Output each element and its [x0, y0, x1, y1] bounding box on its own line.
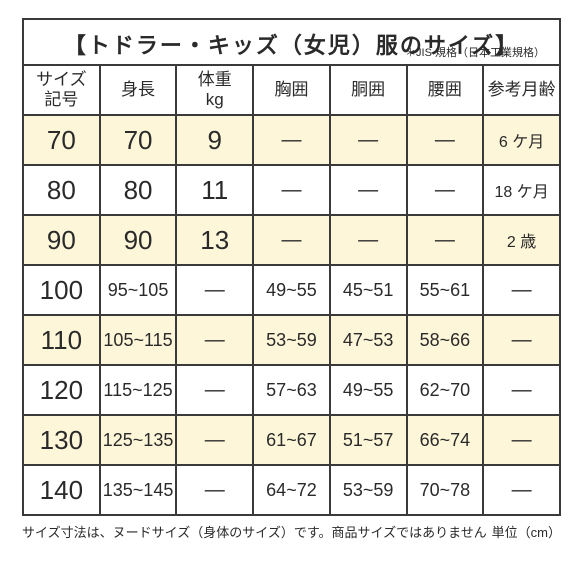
- cell-hip: 62~70: [407, 365, 484, 415]
- cell-age: 18 ケ月: [483, 165, 560, 215]
- footer: サイズ寸法は、ヌードサイズ（身体のサイズ）です。商品サイズではありません 単位（…: [22, 522, 561, 541]
- table-subtitle: ＊JIS 規格（日本工業規格）: [405, 44, 545, 60]
- cell-waist: 45~51: [330, 265, 407, 315]
- cell-chest: —: [253, 165, 330, 215]
- cell-age: 2 歳: [483, 215, 560, 265]
- cell-height: 95~105: [100, 265, 177, 315]
- header-row: サイズ 記号 身長 体重 kg 胸囲 胴囲 腰囲 参考月齢: [23, 65, 560, 115]
- cell-weight: —: [176, 265, 253, 315]
- cell-waist: —: [330, 215, 407, 265]
- cell-size: 130: [23, 415, 100, 465]
- cell-hip: —: [407, 165, 484, 215]
- table-row: 110105~115—53~5947~5358~66—: [23, 315, 560, 365]
- table-row: 10095~105—49~5545~5155~61—: [23, 265, 560, 315]
- table-row: 120115~125—57~6349~5562~70—: [23, 365, 560, 415]
- header-height: 身長: [100, 65, 177, 115]
- cell-height: 125~135: [100, 415, 177, 465]
- cell-height: 135~145: [100, 465, 177, 515]
- size-chart-table: サイズ 記号 身長 体重 kg 胸囲 胴囲 腰囲 参考月齢 70709———6 …: [22, 64, 561, 516]
- table-row: 70709———6 ケ月: [23, 115, 560, 165]
- header-chest: 胸囲: [253, 65, 330, 115]
- cell-chest: 49~55: [253, 265, 330, 315]
- cell-size: 110: [23, 315, 100, 365]
- footer-note: サイズ寸法は、ヌードサイズ（身体のサイズ）です。商品サイズではありません: [22, 522, 487, 541]
- cell-waist: 51~57: [330, 415, 407, 465]
- cell-chest: —: [253, 115, 330, 165]
- cell-height: 70: [100, 115, 177, 165]
- cell-chest: 64~72: [253, 465, 330, 515]
- header-age: 参考月齢: [483, 65, 560, 115]
- cell-chest: 53~59: [253, 315, 330, 365]
- cell-waist: —: [330, 165, 407, 215]
- cell-waist: 49~55: [330, 365, 407, 415]
- footer-unit: 単位（cm）: [492, 522, 561, 541]
- cell-waist: —: [330, 115, 407, 165]
- cell-weight: 9: [176, 115, 253, 165]
- cell-height: 115~125: [100, 365, 177, 415]
- header-hip: 腰囲: [407, 65, 484, 115]
- title-row: 【トドラー・キッズ（女児）服のサイズ】 ＊JIS 規格（日本工業規格）: [22, 18, 561, 64]
- table-row: 909013———2 歳: [23, 215, 560, 265]
- cell-chest: 61~67: [253, 415, 330, 465]
- header-waist: 胴囲: [330, 65, 407, 115]
- cell-hip: 66~74: [407, 415, 484, 465]
- cell-chest: —: [253, 215, 330, 265]
- cell-size: 100: [23, 265, 100, 315]
- cell-waist: 53~59: [330, 465, 407, 515]
- cell-weight: —: [176, 415, 253, 465]
- cell-height: 80: [100, 165, 177, 215]
- cell-size: 80: [23, 165, 100, 215]
- cell-hip: —: [407, 115, 484, 165]
- cell-size: 90: [23, 215, 100, 265]
- cell-age: —: [483, 415, 560, 465]
- cell-hip: —: [407, 215, 484, 265]
- table-row: 808011———18 ケ月: [23, 165, 560, 215]
- header-size: サイズ 記号: [23, 65, 100, 115]
- cell-age: —: [483, 465, 560, 515]
- cell-waist: 47~53: [330, 315, 407, 365]
- cell-age: 6 ケ月: [483, 115, 560, 165]
- cell-height: 90: [100, 215, 177, 265]
- cell-hip: 55~61: [407, 265, 484, 315]
- header-weight: 体重 kg: [176, 65, 253, 115]
- cell-size: 120: [23, 365, 100, 415]
- cell-weight: 13: [176, 215, 253, 265]
- cell-hip: 70~78: [407, 465, 484, 515]
- cell-weight: —: [176, 365, 253, 415]
- cell-size: 70: [23, 115, 100, 165]
- table-body: 70709———6 ケ月808011———18 ケ月909013———2 歳10…: [23, 115, 560, 515]
- cell-weight: —: [176, 465, 253, 515]
- table-row: 140135~145—64~7253~5970~78—: [23, 465, 560, 515]
- cell-size: 140: [23, 465, 100, 515]
- cell-hip: 58~66: [407, 315, 484, 365]
- cell-age: —: [483, 315, 560, 365]
- cell-age: —: [483, 265, 560, 315]
- cell-weight: —: [176, 315, 253, 365]
- table-row: 130125~135—61~6751~5766~74—: [23, 415, 560, 465]
- cell-weight: 11: [176, 165, 253, 215]
- cell-chest: 57~63: [253, 365, 330, 415]
- cell-height: 105~115: [100, 315, 177, 365]
- cell-age: —: [483, 365, 560, 415]
